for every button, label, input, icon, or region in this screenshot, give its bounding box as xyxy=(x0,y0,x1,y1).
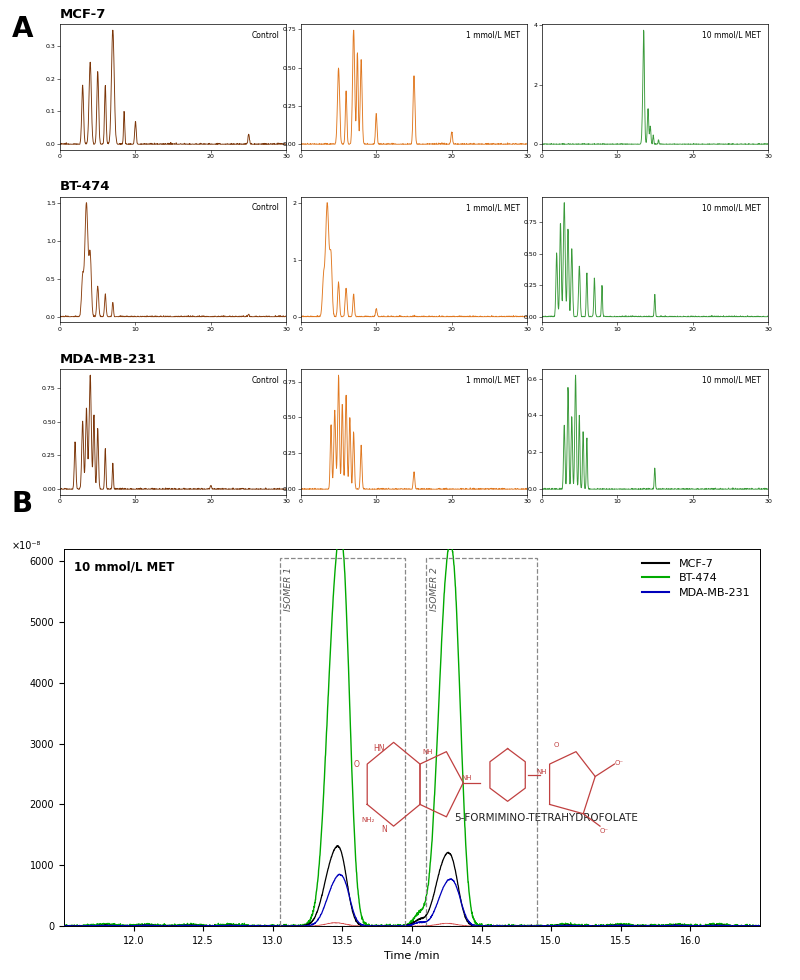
Text: NH₂: NH₂ xyxy=(362,817,374,823)
Text: NH: NH xyxy=(536,769,547,775)
Legend: MCF-7, BT-474, MDA-MB-231: MCF-7, BT-474, MDA-MB-231 xyxy=(638,555,754,602)
Text: Control: Control xyxy=(252,203,280,213)
Text: NH: NH xyxy=(461,775,472,781)
Text: HN: HN xyxy=(374,744,385,753)
Text: 1 mmol/L MET: 1 mmol/L MET xyxy=(466,375,521,385)
Text: NH: NH xyxy=(422,749,433,755)
Text: 1 mmol/L MET: 1 mmol/L MET xyxy=(466,203,521,213)
Bar xyxy=(280,558,405,926)
Text: Control: Control xyxy=(252,30,280,40)
Text: ISOMER 2: ISOMER 2 xyxy=(430,567,439,611)
Text: 10 mmol/L MET: 10 mmol/L MET xyxy=(74,561,175,573)
Text: BT-474: BT-474 xyxy=(60,180,110,193)
Text: ×10⁻⁸: ×10⁻⁸ xyxy=(12,541,41,552)
Text: 10 mmol/L MET: 10 mmol/L MET xyxy=(702,30,762,40)
Text: ISOMER 1: ISOMER 1 xyxy=(284,567,293,611)
Text: O⁻: O⁻ xyxy=(614,760,623,765)
Text: N: N xyxy=(381,825,387,834)
Text: 10 mmol/L MET: 10 mmol/L MET xyxy=(702,203,762,213)
Text: B: B xyxy=(12,490,33,518)
Text: O⁻: O⁻ xyxy=(600,828,609,834)
Text: O: O xyxy=(354,760,360,768)
X-axis label: Time /min: Time /min xyxy=(384,952,440,961)
Bar xyxy=(426,558,538,926)
Text: 10 mmol/L MET: 10 mmol/L MET xyxy=(702,375,762,385)
Text: MCF-7: MCF-7 xyxy=(60,8,106,21)
Text: 1 mmol/L MET: 1 mmol/L MET xyxy=(466,30,521,40)
Text: 5-FORMIMINO-TETRAHYDROFOLATE: 5-FORMIMINO-TETRAHYDROFOLATE xyxy=(454,813,638,823)
Text: A: A xyxy=(12,15,34,43)
Text: Control: Control xyxy=(252,375,280,385)
Text: O: O xyxy=(554,743,559,749)
Text: MDA-MB-231: MDA-MB-231 xyxy=(60,353,157,366)
